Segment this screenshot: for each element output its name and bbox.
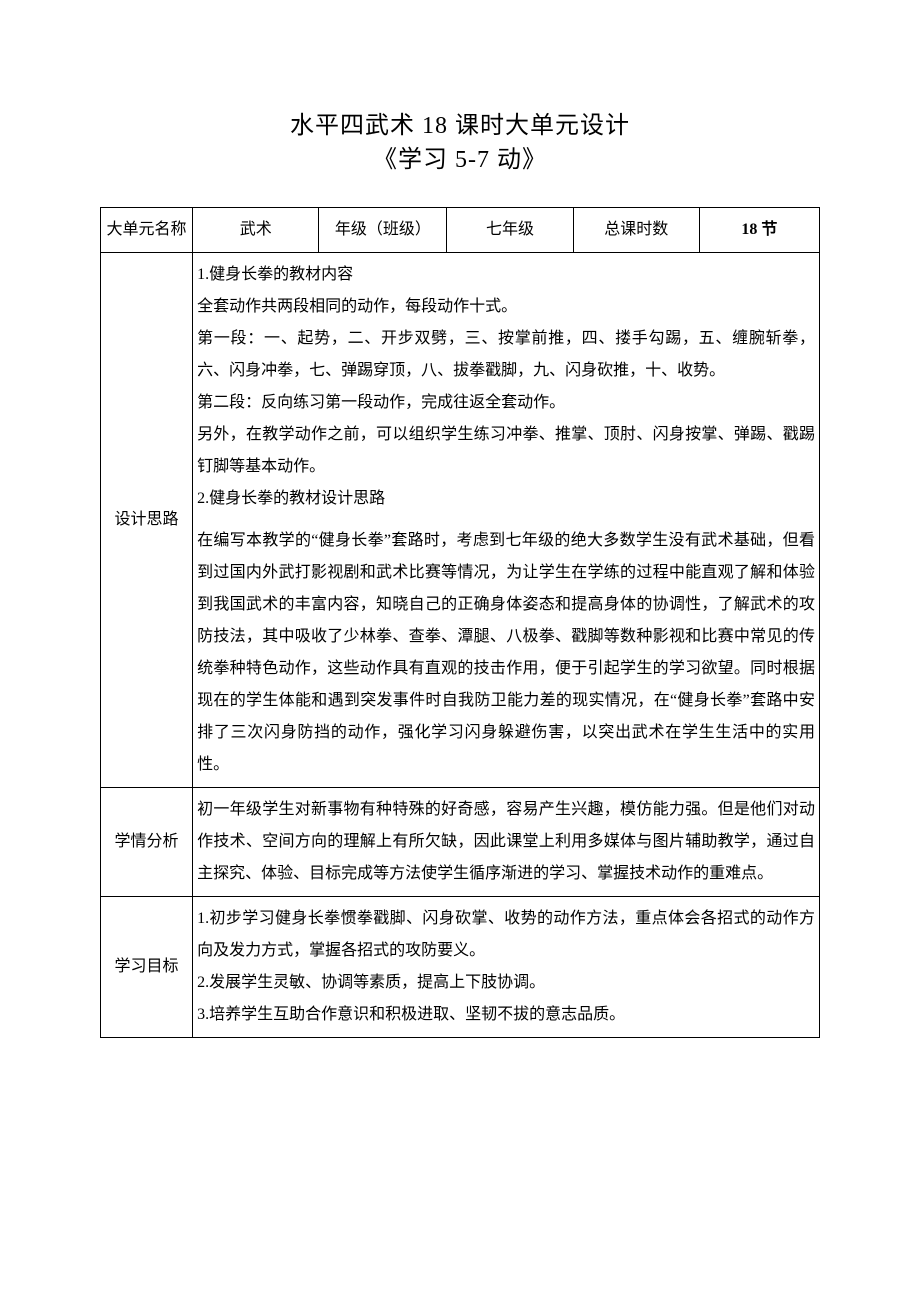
header-unit-name-value: 武术	[193, 208, 319, 253]
design-p4: 第二段：反向练习第一段动作，完成往返全套动作。	[197, 387, 815, 419]
header-unit-name-label: 大单元名称	[101, 208, 193, 253]
label-analysis: 学情分析	[101, 788, 193, 897]
label-design: 设计思路	[101, 253, 193, 788]
header-total-value: 18 节	[699, 208, 819, 253]
header-total-label: 总课时数	[573, 208, 699, 253]
header-grade-value: 七年级	[447, 208, 573, 253]
goals-p2: 2.发展学生灵敏、协调等素质，提高上下肢协调。	[197, 967, 815, 999]
label-goals: 学习目标	[101, 897, 193, 1038]
goals-p3: 3.培养学生互助合作意识和积极进取、坚韧不拔的意志品质。	[197, 999, 815, 1031]
table-header-row: 大单元名称 武术 年级（班级） 七年级 总课时数 18 节	[101, 208, 820, 253]
title-block: 水平四武术 18 课时大单元设计 《学习 5-7 动》	[100, 110, 820, 177]
document-page: 水平四武术 18 课时大单元设计 《学习 5-7 动》 大单元名称 武术 年级（…	[0, 0, 920, 1301]
title-sub: 《学习 5-7 动》	[100, 144, 820, 178]
design-p7: 在编写本教学的“健身长拳”套路时，考虑到七年级的绝大多数学生没有武术基础，但看到…	[197, 525, 815, 781]
main-table: 大单元名称 武术 年级（班级） 七年级 总课时数 18 节 设计思路 1.健身长…	[100, 207, 820, 1038]
design-p3: 第一段：一、起势，二、开步双劈，三、按掌前推，四、搂手勾踢，五、缠腕斩拳，六、闪…	[197, 323, 815, 387]
design-p2: 全套动作共两段相同的动作，每段动作十式。	[197, 291, 815, 323]
title-main: 水平四武术 18 课时大单元设计	[100, 110, 820, 144]
row-goals: 学习目标 1.初步学习健身长拳惯拳戳脚、闪身砍掌、收势的动作方法，重点体会各招式…	[101, 897, 820, 1038]
design-p6: 2.健身长拳的教材设计思路	[197, 483, 815, 515]
design-p1: 1.健身长拳的教材内容	[197, 259, 815, 291]
row-design: 设计思路 1.健身长拳的教材内容 全套动作共两段相同的动作，每段动作十式。 第一…	[101, 253, 820, 788]
row-analysis: 学情分析 初一年级学生对新事物有种特殊的好奇感，容易产生兴趣，模仿能力强。但是他…	[101, 788, 820, 897]
spacer	[197, 515, 815, 525]
goals-p1: 1.初步学习健身长拳惯拳戳脚、闪身砍掌、收势的动作方法，重点体会各招式的动作方向…	[197, 903, 815, 967]
header-grade-label: 年级（班级）	[319, 208, 447, 253]
content-analysis: 初一年级学生对新事物有种特殊的好奇感，容易产生兴趣，模仿能力强。但是他们对动作技…	[193, 788, 820, 897]
content-design: 1.健身长拳的教材内容 全套动作共两段相同的动作，每段动作十式。 第一段：一、起…	[193, 253, 820, 788]
content-goals: 1.初步学习健身长拳惯拳戳脚、闪身砍掌、收势的动作方法，重点体会各招式的动作方向…	[193, 897, 820, 1038]
design-p5: 另外，在教学动作之前，可以组织学生练习冲拳、推掌、顶肘、闪身按掌、弹踢、戳踢钉脚…	[197, 419, 815, 483]
